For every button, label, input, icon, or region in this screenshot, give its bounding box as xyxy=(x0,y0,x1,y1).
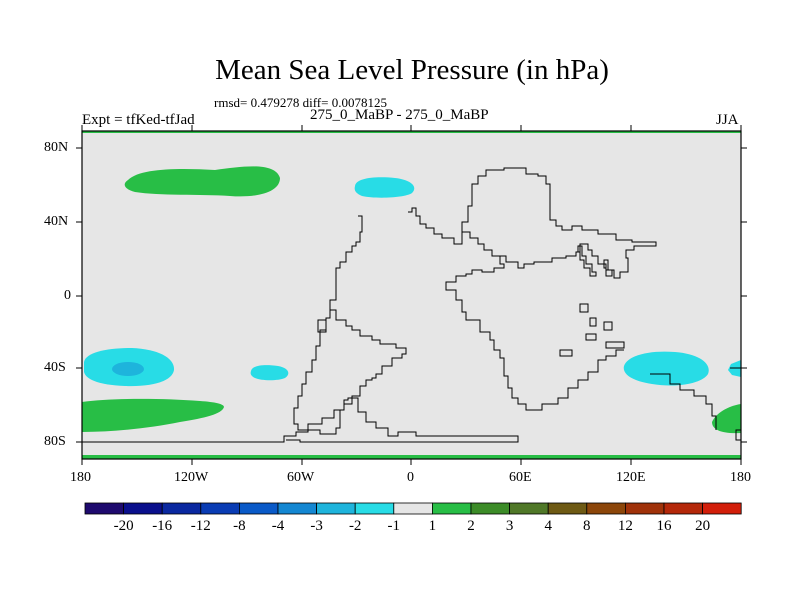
negative-anomaly-atlantic-north xyxy=(354,177,415,198)
coastline-indonesia-4 xyxy=(585,333,597,341)
lon-tick-label: 120W xyxy=(174,470,209,485)
colorbar-swatch xyxy=(123,502,163,515)
lat-tick-label: 80N xyxy=(44,140,69,155)
positive-anomaly-southern-east xyxy=(712,404,741,434)
coastline-indonesia-5 xyxy=(605,341,625,349)
coastline-australia xyxy=(650,373,717,430)
lat-tick-label: 0 xyxy=(64,288,71,303)
colorbar-label: 16 xyxy=(656,518,672,534)
colorbar-label: 8 xyxy=(583,518,591,534)
coastline-japan xyxy=(577,245,597,277)
experiment-label: Expt = tfKed-tfJad xyxy=(82,112,195,128)
lon-tick-label: 60E xyxy=(509,470,532,485)
positive-anomaly-polar-strip xyxy=(82,455,741,459)
colorbar-swatch xyxy=(431,502,472,515)
colorbar-swatch xyxy=(702,502,742,515)
negative-anomaly-australia xyxy=(623,351,709,386)
coastline-indonesia-2 xyxy=(589,317,597,327)
coastline-east-edge-2 xyxy=(735,429,741,441)
positive-anomaly-top-strip xyxy=(82,131,741,133)
lon-tick-label: 180 xyxy=(70,470,91,485)
colorbar-swatch xyxy=(238,502,279,515)
lon-tick-label: 60W xyxy=(287,470,315,485)
colorbar-swatch xyxy=(84,502,124,515)
coastline-americas xyxy=(293,215,407,431)
colorbar-label: -1 xyxy=(387,518,401,534)
axis-ticks xyxy=(76,125,747,465)
coastline-kamchatka xyxy=(603,259,613,277)
colorbar-label: 4 xyxy=(544,518,552,534)
colorbar-swatch xyxy=(393,502,433,515)
lon-tick-label: 0 xyxy=(407,470,414,485)
coastline-indonesia-6 xyxy=(559,349,573,357)
colorbar-label: -16 xyxy=(152,518,173,534)
colorbar xyxy=(84,502,742,515)
negative-anomaly-south-pacific-core xyxy=(112,362,144,376)
colorbar-label: -12 xyxy=(190,518,211,534)
lat-tick-label: 80S xyxy=(44,434,66,449)
lon-tick-label: 180 xyxy=(730,470,751,485)
colorbar-swatch xyxy=(586,502,626,515)
colorbar-label: 1 xyxy=(428,518,437,534)
colorbar-label: 12 xyxy=(617,518,633,534)
colorbar-label: -4 xyxy=(271,518,285,534)
coastline-eurasia-north xyxy=(461,167,657,279)
colorbar-swatch xyxy=(354,502,395,515)
negative-anomaly-south-america xyxy=(250,365,289,381)
colorbar-label: 20 xyxy=(695,518,711,534)
coastlines xyxy=(82,167,741,443)
colorbar-label: -8 xyxy=(233,518,246,534)
coastline-indonesia-1 xyxy=(579,303,589,313)
positive-anomaly-arctic xyxy=(124,166,280,197)
colorbar-label: -20 xyxy=(113,518,134,534)
colorbar-label: 3 xyxy=(505,518,514,534)
coastline-antarctica xyxy=(82,397,519,443)
lat-tick-label: 40S xyxy=(44,360,66,375)
coastline-greenland xyxy=(408,207,624,411)
colorbar-swatch xyxy=(625,502,665,515)
lat-tick-label: 40N xyxy=(44,214,69,229)
colorbar-swatch xyxy=(316,502,356,515)
experiment-subtitle: 275_0_MaBP - 275_0_MaBP xyxy=(310,107,489,123)
colorbar-label: -3 xyxy=(310,518,323,534)
positive-anomaly-southern-ocean xyxy=(82,398,224,432)
colorbar-swatch xyxy=(509,502,549,515)
map-title: Mean Sea Level Pressure (in hPa) xyxy=(215,54,609,86)
colorbar-swatch xyxy=(663,502,703,515)
stats-label: rmsd= 0.479278 diff= 0.0078125 xyxy=(214,95,387,110)
colorbar-swatch xyxy=(547,502,588,515)
colorbar-label: -2 xyxy=(348,518,362,534)
colorbar-swatch xyxy=(470,502,510,515)
colorbar-label: 2 xyxy=(467,518,475,534)
coastline-indonesia-3 xyxy=(603,321,613,331)
season-label: JJA xyxy=(716,112,739,128)
colorbar-swatch xyxy=(161,502,202,515)
colorbar-swatch xyxy=(200,502,240,515)
colorbar-swatch xyxy=(277,502,317,515)
coastline-island-small xyxy=(317,319,327,333)
lon-tick-label: 120E xyxy=(616,470,646,485)
